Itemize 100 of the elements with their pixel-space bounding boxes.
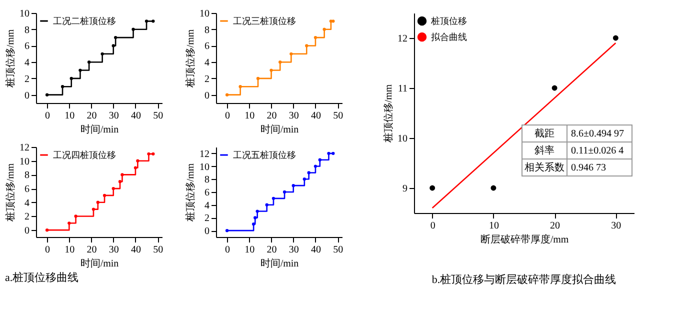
y-tick-label: 8: [204, 24, 210, 36]
point: [322, 28, 326, 31]
point: [282, 190, 286, 194]
y-tick-label: 2: [24, 74, 30, 85]
x-tick-label: 30: [611, 220, 622, 232]
point: [314, 36, 318, 40]
x-tick-label: 20: [266, 110, 277, 122]
point: [45, 93, 49, 96]
y-tick-label: 0: [24, 90, 30, 102]
legend-label: 桩顶位移: [430, 16, 467, 26]
y-tick-label: 12: [200, 148, 210, 160]
y-tick-label: 8: [204, 174, 210, 186]
y-tick-label: 9: [402, 184, 408, 194]
y-tick-label: 2: [24, 212, 30, 223]
x-axis-title: 时间/min: [80, 124, 119, 136]
y-tick-label: 6: [204, 41, 210, 52]
point: [136, 159, 140, 162]
text: b.桩顶位移与断层破碎带厚度拟合曲线: [432, 273, 616, 286]
x-axis-title: 断层破碎带厚度/mm: [480, 234, 569, 246]
point: [100, 52, 104, 56]
y-tick-label: 8: [24, 24, 30, 36]
point: [132, 28, 135, 31]
annotation: 0.11±0.026 4: [571, 146, 624, 156]
legend-label: 工况二桩顶位移: [53, 16, 116, 26]
point: [87, 60, 91, 64]
text: a.桩顶位移曲线: [5, 271, 79, 284]
legend-label: 工况五桩顶位移: [233, 150, 296, 160]
point: [256, 76, 260, 80]
x-tick-label: 0: [430, 220, 436, 232]
point: [254, 216, 257, 220]
point: [314, 164, 318, 168]
point: [332, 20, 335, 23]
point: [252, 222, 256, 226]
x-tick-label: 30: [288, 244, 299, 256]
point: [68, 222, 71, 225]
x-tick-label: 10: [244, 244, 255, 256]
x-tick-label: 50: [333, 110, 344, 122]
y-tick-label: 11: [398, 84, 408, 94]
x-tick-label: 50: [153, 244, 164, 256]
y-tick-label: 4: [24, 198, 30, 209]
point: [96, 200, 100, 204]
x-tick-label: 10: [64, 244, 75, 256]
point: [332, 152, 335, 156]
point: [318, 158, 322, 162]
point: [114, 36, 118, 40]
point: [305, 44, 308, 48]
x-tick-label: 10: [488, 220, 499, 232]
y-tick-label: 10: [200, 162, 210, 173]
x-tick-label: 0: [225, 244, 230, 256]
x-tick-label: 30: [108, 244, 119, 256]
x-axis-title: 时间/min: [80, 258, 119, 270]
y-tick-label: 10: [20, 8, 30, 20]
x-tick-label: 40: [130, 244, 141, 256]
legend-label: 拟合曲线: [431, 32, 467, 42]
y-tick-label: 2: [204, 213, 210, 224]
point: [272, 196, 276, 200]
x-tick-label: 50: [333, 244, 344, 256]
point: [152, 152, 155, 156]
x-tick-label: 20: [86, 110, 97, 122]
y-tick-label: 6: [204, 188, 210, 198]
point: [238, 85, 242, 88]
x-tick-label: 0: [45, 244, 50, 256]
x-tick-label: 30: [288, 110, 299, 122]
point: [102, 194, 106, 198]
point: [147, 152, 150, 156]
x-tick-label: 0: [225, 110, 230, 122]
point: [265, 203, 268, 206]
y-axis-title: 桩顶位移/mm: [184, 163, 196, 223]
x-tick-label: 40: [310, 244, 321, 256]
x-tick-label: 40: [310, 110, 321, 122]
annotation: 8.6±0.494 97: [571, 128, 624, 140]
point: [74, 214, 78, 218]
point: [152, 20, 155, 23]
x-tick-label: 10: [244, 110, 255, 122]
x-tick-label: 20: [86, 244, 97, 256]
point: [118, 180, 122, 184]
point: [70, 76, 73, 80]
legend-label: 工况三桩顶位移: [233, 16, 296, 26]
point: [256, 210, 259, 213]
point: [270, 68, 273, 72]
y-tick-label: 4: [204, 200, 210, 212]
annotation: 斜率: [534, 144, 554, 156]
y-tick-label: 6: [24, 41, 30, 52]
annotation: 截距: [534, 128, 554, 140]
y-tick-label: 8: [24, 170, 30, 182]
point: [120, 173, 124, 176]
y-axis-title: 桩顶位移/mm: [382, 84, 394, 144]
point: [78, 68, 82, 72]
point: [612, 35, 618, 41]
y-axis-title: 桩顶位移/mm: [4, 163, 16, 223]
x-tick-label: 0: [45, 110, 50, 122]
point: [278, 60, 282, 64]
legend-label: 工况四桩顶位移: [53, 150, 116, 160]
point: [134, 166, 138, 170]
point: [552, 85, 558, 91]
point: [144, 20, 148, 23]
point: [302, 178, 306, 181]
point: [112, 186, 115, 190]
y-axis-title: 桩顶位移/mm: [184, 29, 196, 89]
y-tick-label: 10: [398, 134, 408, 144]
